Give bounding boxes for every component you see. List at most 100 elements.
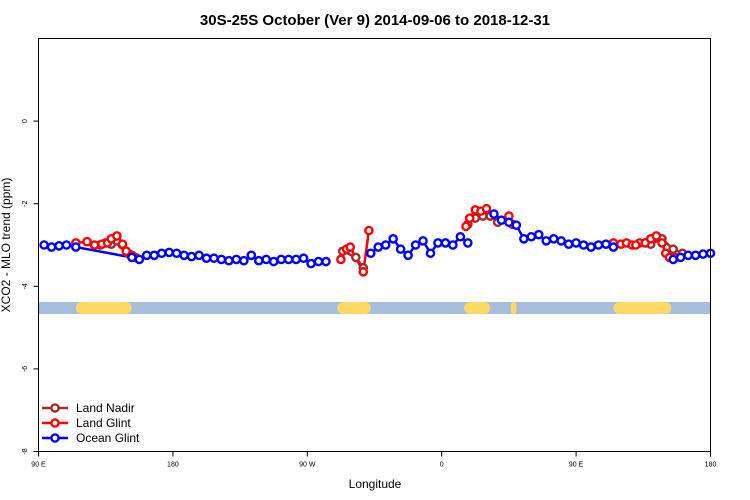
data-point: [541, 236, 552, 246]
data-point: [593, 240, 604, 250]
land-band-segment: [510, 301, 517, 314]
data-point: [698, 249, 708, 259]
data-point: [489, 209, 499, 219]
data-point: [127, 252, 137, 263]
y-axis-label: XCO2 - MLO trend (ppm): [0, 178, 13, 313]
land-band-segment: [613, 301, 672, 314]
data-point: [425, 248, 436, 259]
data-point: [358, 267, 369, 277]
data-point: [283, 254, 294, 265]
data-point: [511, 220, 522, 230]
data-point: [54, 241, 64, 251]
x-tick-label: 180: [167, 462, 179, 469]
data-point: [231, 254, 242, 265]
data-point: [395, 244, 406, 254]
data-point: [657, 238, 667, 248]
data-point: [345, 242, 356, 252]
data-point: [690, 250, 701, 261]
data-point: [186, 251, 197, 262]
data-point: [380, 240, 391, 250]
data-point: [526, 231, 537, 242]
data-point: [239, 255, 249, 266]
data-point: [201, 253, 212, 264]
y-tick-label: -8: [22, 448, 29, 454]
land-mask-band: [39, 301, 710, 314]
data-point: [164, 247, 174, 258]
data-point: [156, 248, 167, 259]
legend-label: Land Glint: [76, 416, 131, 430]
y-tick-label: -4: [22, 283, 29, 289]
data-point: [433, 238, 443, 248]
data-point: [224, 255, 234, 266]
data-point: [298, 253, 309, 264]
data-point: [455, 231, 466, 242]
land-band-segment: [337, 301, 371, 314]
ocean-band: [39, 301, 710, 314]
plot-frame: [38, 38, 711, 452]
data-point: [71, 242, 81, 252]
data-point: [336, 254, 346, 265]
data-point: [216, 254, 227, 265]
data-point: [388, 234, 398, 244]
data-point: [631, 240, 641, 250]
data-point: [481, 203, 492, 214]
data-point: [519, 234, 529, 244]
data-point: [365, 248, 376, 259]
x-axis-label: Longitude: [349, 477, 402, 491]
data-point: [563, 239, 574, 249]
data-point: [134, 254, 145, 265]
data-point: [141, 250, 152, 261]
data-point: [171, 248, 182, 259]
data-point: [246, 250, 257, 261]
land-band-segment: [75, 301, 132, 314]
data-point: [496, 215, 507, 226]
data-point: [578, 240, 589, 250]
x-tick-label: 90 W: [299, 462, 316, 469]
legend-label: Land Nadir: [76, 401, 135, 415]
data-point: [464, 213, 475, 223]
data-point: [46, 242, 57, 252]
data-point: [651, 231, 662, 241]
y-tick-label: -2: [22, 200, 29, 206]
data-point: [306, 258, 316, 269]
data-point: [253, 255, 264, 266]
y-tick-label: -6: [22, 366, 29, 372]
data-point: [548, 234, 559, 244]
data-point: [39, 240, 49, 250]
data-point: [601, 239, 611, 249]
legend-marker: [50, 403, 60, 413]
data-point: [61, 240, 72, 250]
data-point: [668, 254, 678, 265]
data-point: [440, 238, 451, 248]
data-point: [403, 250, 413, 261]
data-point: [410, 240, 421, 250]
data-point: [504, 217, 514, 228]
x-axis-ticks: 90 E 180 90 W 0 90 E 180: [31, 451, 717, 469]
data-point: [179, 250, 189, 261]
data-point: [149, 250, 160, 261]
data-point: [117, 239, 128, 249]
data-point: [276, 254, 286, 265]
data-point: [586, 242, 596, 252]
data-point: [533, 229, 544, 240]
x-tick-label: 0: [440, 462, 444, 469]
data-point: [112, 231, 122, 241]
data-point: [291, 254, 301, 265]
land-band-segment: [464, 301, 491, 314]
data-point: [668, 244, 678, 254]
data-point: [209, 253, 219, 264]
x-tick-label: 180: [705, 462, 717, 469]
data-point: [461, 221, 471, 232]
data-point: [675, 252, 686, 263]
data-point: [571, 238, 581, 248]
data-point: [82, 236, 92, 247]
series-line-segment: [75, 245, 133, 259]
y-tick-label: 0: [22, 119, 29, 123]
data-point: [313, 256, 324, 267]
data-point: [463, 238, 473, 248]
data-point: [364, 225, 374, 236]
data-point: [556, 236, 566, 246]
legend-marker: [50, 418, 60, 428]
